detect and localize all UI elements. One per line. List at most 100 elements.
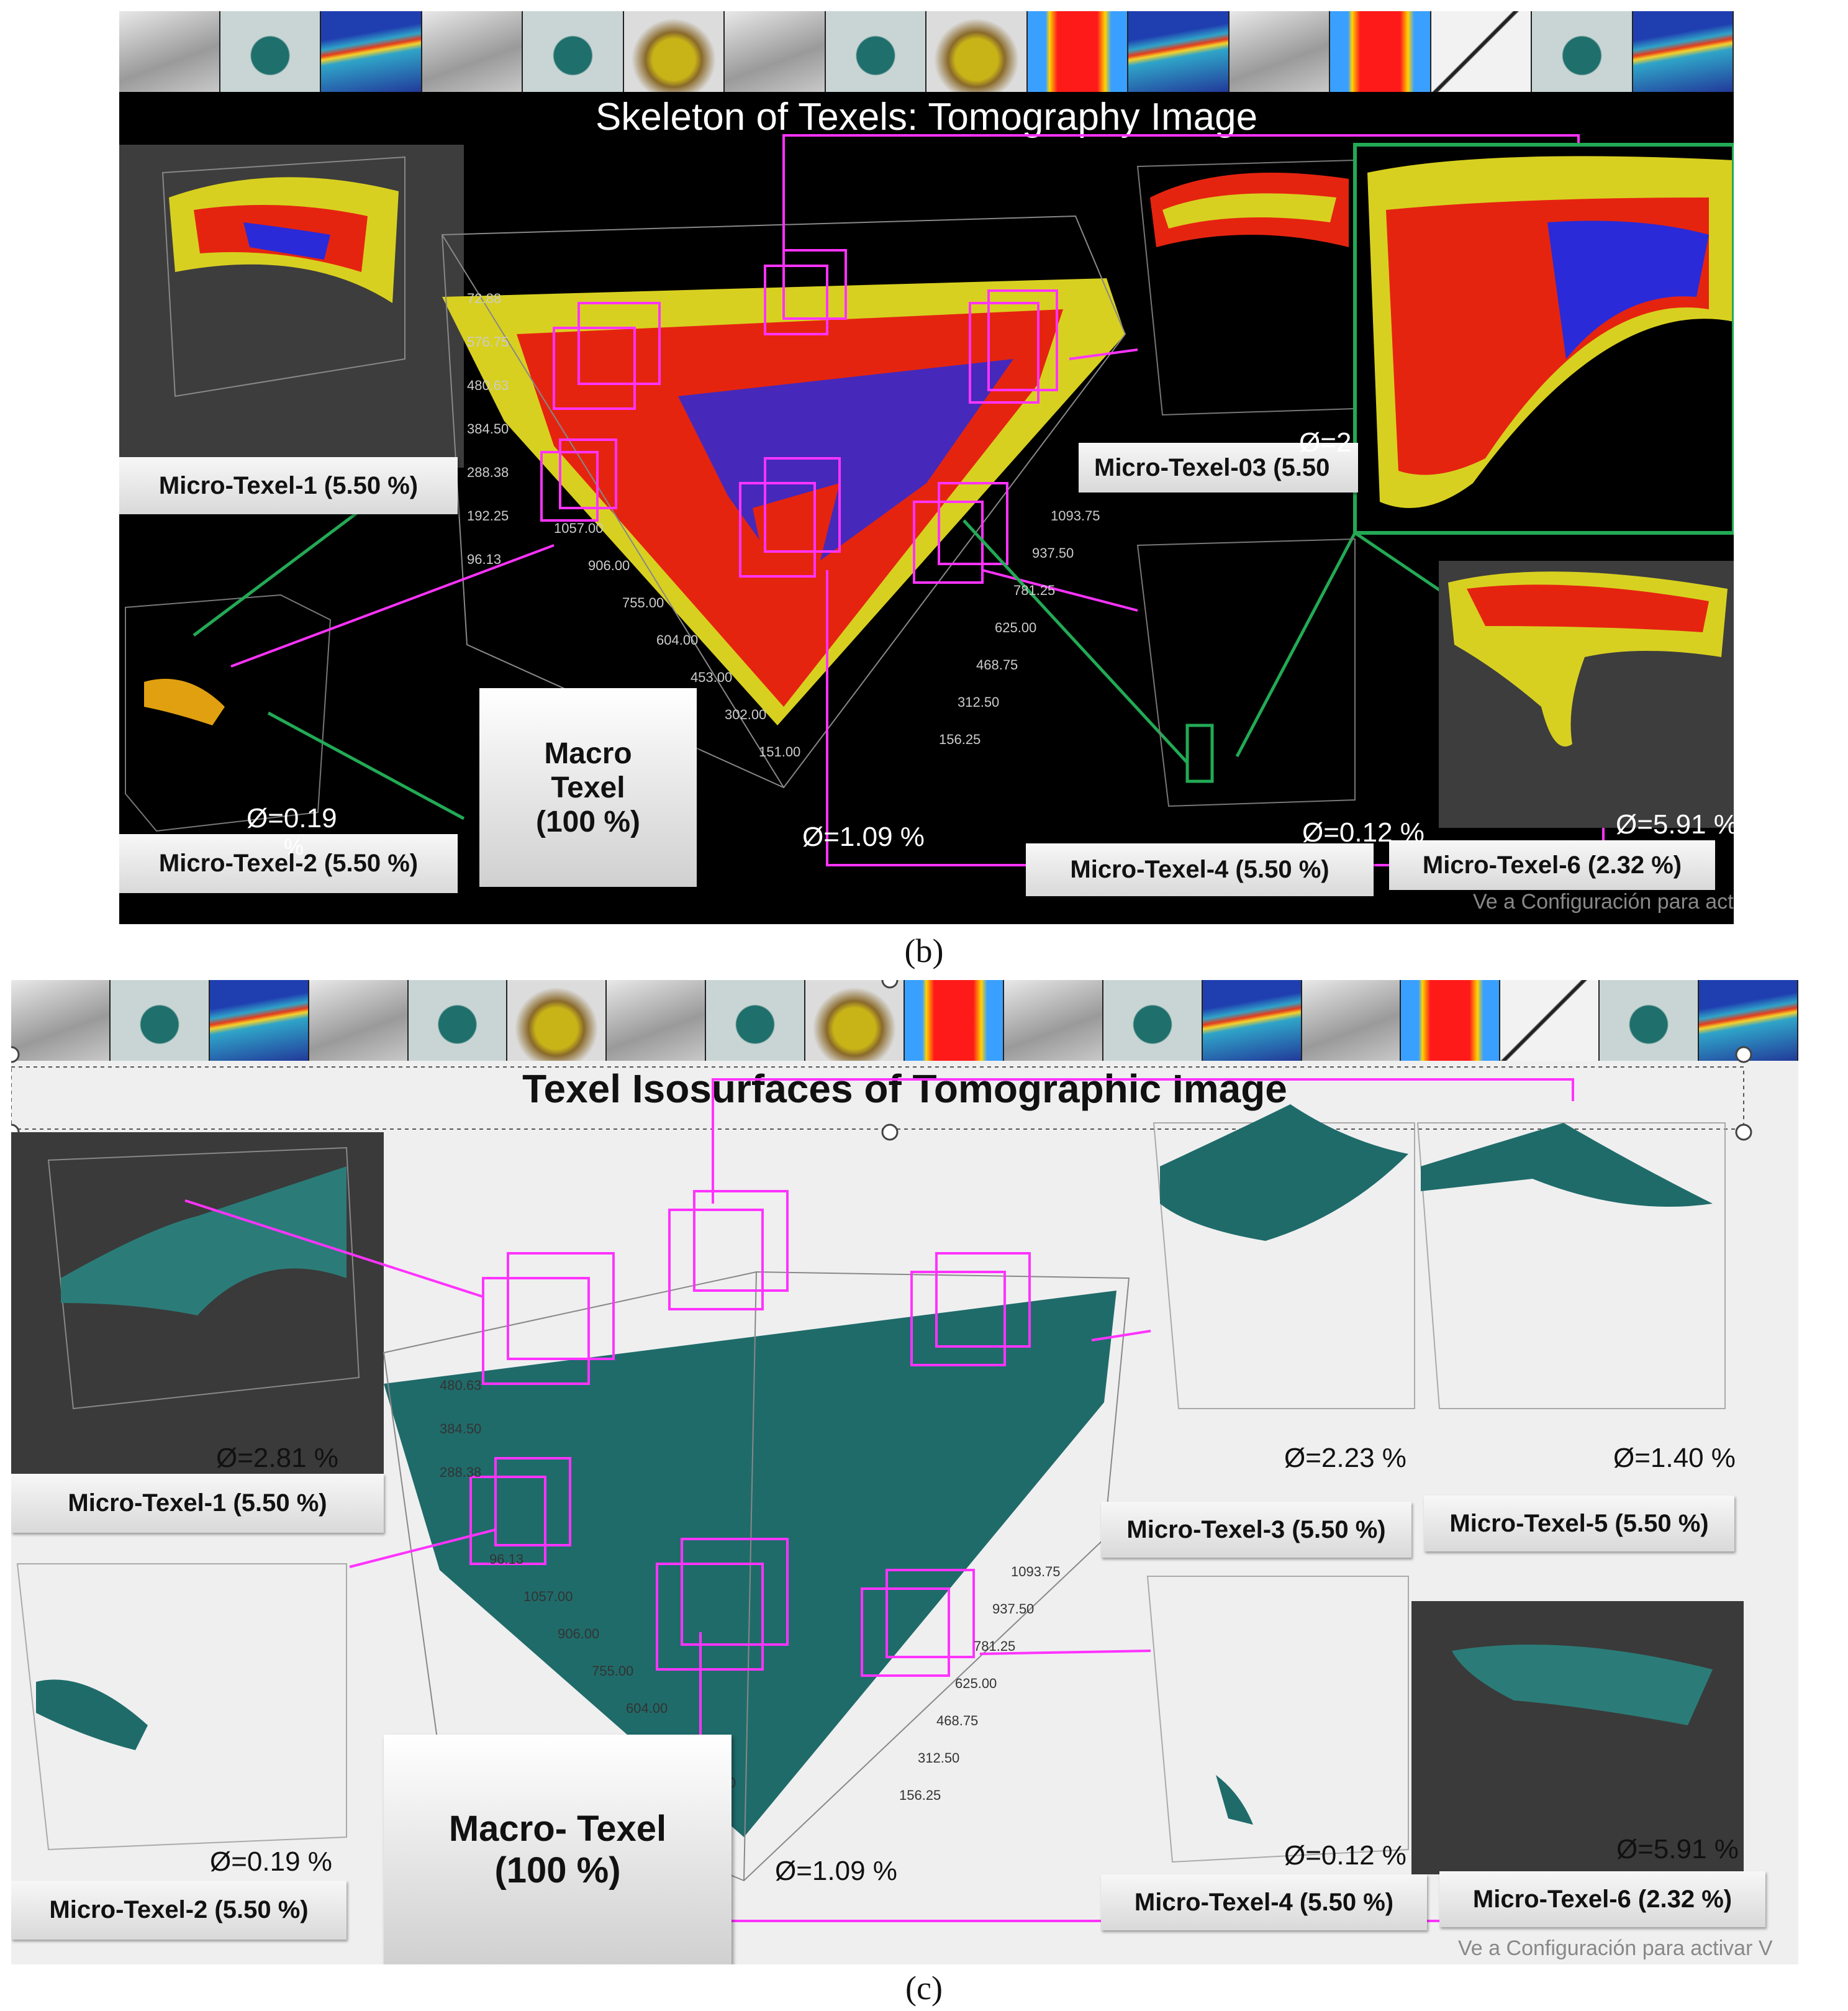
thumbnail xyxy=(209,980,309,1061)
axis-tick-label: 604.00 xyxy=(626,1700,668,1716)
porosity-micro6: Ø=5.91 % xyxy=(1616,809,1734,840)
macro-texel-line2: Texel xyxy=(551,771,625,804)
macro-texel-line1: Macro xyxy=(544,737,632,770)
axis-tick-label: 312.50 xyxy=(958,694,999,710)
porosity-micro4: Ø=0.12 % xyxy=(1284,1840,1406,1871)
thumbnail xyxy=(408,980,508,1061)
activation-watermark: Ve a Configuración para activar V xyxy=(1458,1936,1773,1960)
axis-tick-label: 781.25 xyxy=(1013,583,1055,598)
porosity-micro2: Ø=0.19 xyxy=(247,803,337,833)
axis-tick-label: 72.88 xyxy=(467,291,501,306)
thumbnail xyxy=(1532,11,1633,92)
axis-tick-label: 1057.00 xyxy=(554,520,604,536)
porosity-micro2-unit: % xyxy=(284,834,304,860)
axis-tick-label: 1093.75 xyxy=(1011,1564,1061,1579)
thumbnail xyxy=(926,11,1028,92)
thumbnail xyxy=(422,11,523,92)
axis-tick-label: 288.38 xyxy=(467,465,509,480)
axis-tick-label: 156.25 xyxy=(939,732,981,747)
axis-tick-label: 192.25 xyxy=(467,508,509,524)
thumbnail xyxy=(1330,11,1431,92)
axis-tick-label: 625.00 xyxy=(995,620,1036,635)
panel-c-graphics: 480.63 384.50 288.38 96.13 1057.00 906.00 755.… xyxy=(11,980,1752,1922)
thumbnail xyxy=(725,11,826,92)
axis-tick-label: 312.50 xyxy=(918,1750,959,1766)
label-micro-texel-2: Micro-Texel-2 (5.50 %) xyxy=(119,834,458,893)
macro-texel-line2: (100 %) xyxy=(494,1850,621,1891)
thumbnail xyxy=(706,980,806,1061)
label-micro-texel-5: Micro-Texel-5 (5.50 %) xyxy=(1424,1496,1734,1551)
axis-tick-label: 384.50 xyxy=(440,1421,481,1437)
porosity-micro3: Ø=2.23 % xyxy=(1284,1443,1406,1473)
thumbnail xyxy=(1128,11,1230,92)
label-micro-texel-1: Micro-Texel-1 (5.50 %) xyxy=(119,457,458,514)
thumbnail xyxy=(523,11,624,92)
porosity-micro2: Ø=0.19 % xyxy=(210,1846,332,1877)
porosity-macro: Ø=1.09 % xyxy=(802,822,925,852)
activation-watermark: Ve a Configuración para act xyxy=(1473,890,1734,914)
label-micro-texel-4: Micro-Texel-4 (5.50 %) xyxy=(1026,843,1374,896)
axis-tick-label: 480.63 xyxy=(467,378,509,393)
axis-tick-label: 453.00 xyxy=(691,670,732,685)
thumbnail xyxy=(1229,11,1330,92)
porosity-micro1: Ø=2.81 % xyxy=(216,1443,338,1473)
axis-tick-label: 96.13 xyxy=(467,552,501,567)
caption-b: (b) xyxy=(904,932,944,969)
axis-tick-label: 480.63 xyxy=(440,1378,481,1393)
thumbnail xyxy=(1003,980,1103,1061)
thumbnail xyxy=(805,980,905,1061)
macro-texel-box: Macro- Texel (100 %) xyxy=(384,1735,732,1964)
panel-b-graphics: 72.88 576.75 480.63 384.50 288.38 192.25 96.13… xyxy=(119,134,1734,866)
porosity-micro6: Ø=5.91 % xyxy=(1616,1834,1739,1864)
axis-tick-label: 906.00 xyxy=(558,1626,599,1641)
panel-b-title: Skeleton of Texels: Tomography Image xyxy=(595,96,1258,138)
porosity-macro: Ø=1.09 % xyxy=(775,1856,897,1886)
label-micro-texel-6: Micro-Texel-6 (2.32 %) xyxy=(1389,840,1715,890)
label-micro-texel-3: Micro-Texel-3 (5.50 %) xyxy=(1101,1502,1411,1558)
axis-tick-label: 755.00 xyxy=(622,595,664,611)
macro-texel-line1: Macro- Texel xyxy=(448,1809,667,1849)
panel-c-isosurface: Texel Isosurfaces of Tomographic Image xyxy=(11,980,1798,1964)
axis-tick-label: 96.13 xyxy=(489,1551,523,1567)
label-micro-texel-4: Micro-Texel-4 (5.50 %) xyxy=(1101,1874,1427,1930)
thumbnail xyxy=(11,980,111,1061)
thumbnail xyxy=(607,980,707,1061)
thumbnail xyxy=(110,980,210,1061)
axis-tick-label: 906.00 xyxy=(588,558,630,573)
axis-tick-label: 604.00 xyxy=(656,632,698,648)
caption-c: (c) xyxy=(905,1969,943,2007)
axis-tick-label: 1057.00 xyxy=(523,1589,573,1604)
panel-b-skeleton: Skeleton of Texels: Tomography Image xyxy=(119,11,1734,924)
axis-tick-label: 151.00 xyxy=(759,744,800,760)
thumbnail xyxy=(905,980,1004,1061)
axis-tick-label: 302.00 xyxy=(725,707,766,722)
axis-tick-label: 576.75 xyxy=(467,334,509,350)
thumbnail-strip xyxy=(11,980,1798,1061)
axis-tick-label: 468.75 xyxy=(936,1713,978,1728)
axis-tick-label: 1093.75 xyxy=(1051,508,1100,524)
label-micro-texel-2: Micro-Texel-2 (5.50 %) xyxy=(11,1881,346,1940)
porosity-micro4: Ø=0.12 % xyxy=(1302,817,1424,848)
thumbnail xyxy=(119,11,220,92)
label-micro-texel-6: Micro-Texel-6 (2.32 %) xyxy=(1439,1871,1765,1927)
thumbnail xyxy=(1600,980,1700,1061)
porosity-micro3: Ø=2 xyxy=(1299,427,1352,458)
thumbnail xyxy=(321,11,422,92)
thumbnail-strip xyxy=(119,11,1734,92)
thumbnail xyxy=(623,11,725,92)
axis-tick-label: 288.38 xyxy=(440,1464,481,1480)
thumbnail xyxy=(507,980,607,1061)
label-micro-texel-1: Micro-Texel-1 (5.50 %) xyxy=(11,1474,384,1533)
thumbnail xyxy=(825,11,926,92)
axis-tick-label: 781.25 xyxy=(974,1638,1015,1654)
axis-tick-label: 937.50 xyxy=(992,1601,1034,1617)
thumbnail xyxy=(1699,980,1798,1061)
axis-tick-label: 156.25 xyxy=(899,1787,941,1803)
macro-texel-box: Macro Texel (100 %) xyxy=(479,688,697,887)
thumbnail xyxy=(1401,980,1501,1061)
thumbnail xyxy=(220,11,321,92)
axis-tick-label: 937.50 xyxy=(1032,545,1074,561)
label-micro-texel-03: Micro-Texel-03 (5.50 xyxy=(1079,443,1358,493)
panel-c-title: Texel Isosurfaces of Tomographic Image xyxy=(522,1066,1287,1111)
thumbnail xyxy=(1500,980,1600,1061)
